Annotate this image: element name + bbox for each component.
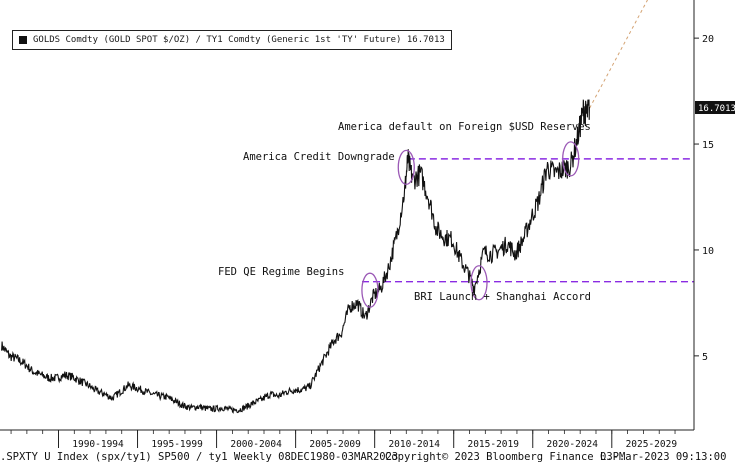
x-tick-label: 2020-2024 [547,439,599,450]
y-tick-label: 15 [702,140,714,151]
series-line [1,99,591,414]
footer-right: 03-Mar-2023 09:13:00 [600,451,727,463]
last-value-bg [695,101,735,115]
footer-left: .SPXTY U Index (spx/ty1) SP500 / ty1 Wee… [0,451,399,463]
x-tick-label: 2015-2019 [467,439,519,450]
x-axis: 1990-1994 1995-1999 2000-2004 2005-2009 2010… [0,429,694,450]
trend-layer [589,0,649,109]
annotation-credit-downgrade: America Credit Downgrade [243,151,395,163]
x-tick-label: 2005-2009 [309,439,361,450]
legend-swatch [19,36,27,44]
last-value-label: 16.7013 [698,104,735,114]
legend-text: GOLDS Comdty (GOLD SPOT $/OZ) / TY1 Comd… [33,35,445,45]
y-tick-label: 5 [702,352,708,363]
x-tick-label: 2000-2004 [230,439,282,450]
legend-box: GOLDS Comdty (GOLD SPOT $/OZ) / TY1 Comd… [12,30,452,50]
x-tick-label: 2010-2014 [388,439,440,450]
y-axis: 5 10 15 20 [693,0,714,430]
annotation-qe-regime: FED QE Regime Begins [218,266,345,278]
reference-lines [362,158,694,283]
x-tick-label: 2025-2029 [626,439,678,450]
last-value-box: 16.7013 [695,101,735,115]
annotation-circle [562,141,580,177]
annotation-circle [361,272,379,308]
x-tick-label: 1995-1999 [151,439,203,450]
annotation-bri-launch: BRI Launch + Shanghai Accord [414,291,592,303]
footer-center: Copyright© 2023 Bloomberg Finance L.P. [385,451,626,463]
y-tick-label: 20 [702,34,714,45]
annotation-america-default: America default on Foreign $USD Reserves [338,121,591,133]
x-tick-label: 1990-1994 [72,439,124,450]
trend-projection-line [589,0,649,109]
annotation-circle [397,149,415,185]
annotation-circles [361,141,580,308]
y-tick-label: 10 [702,246,714,257]
annotation-circle [470,265,488,301]
